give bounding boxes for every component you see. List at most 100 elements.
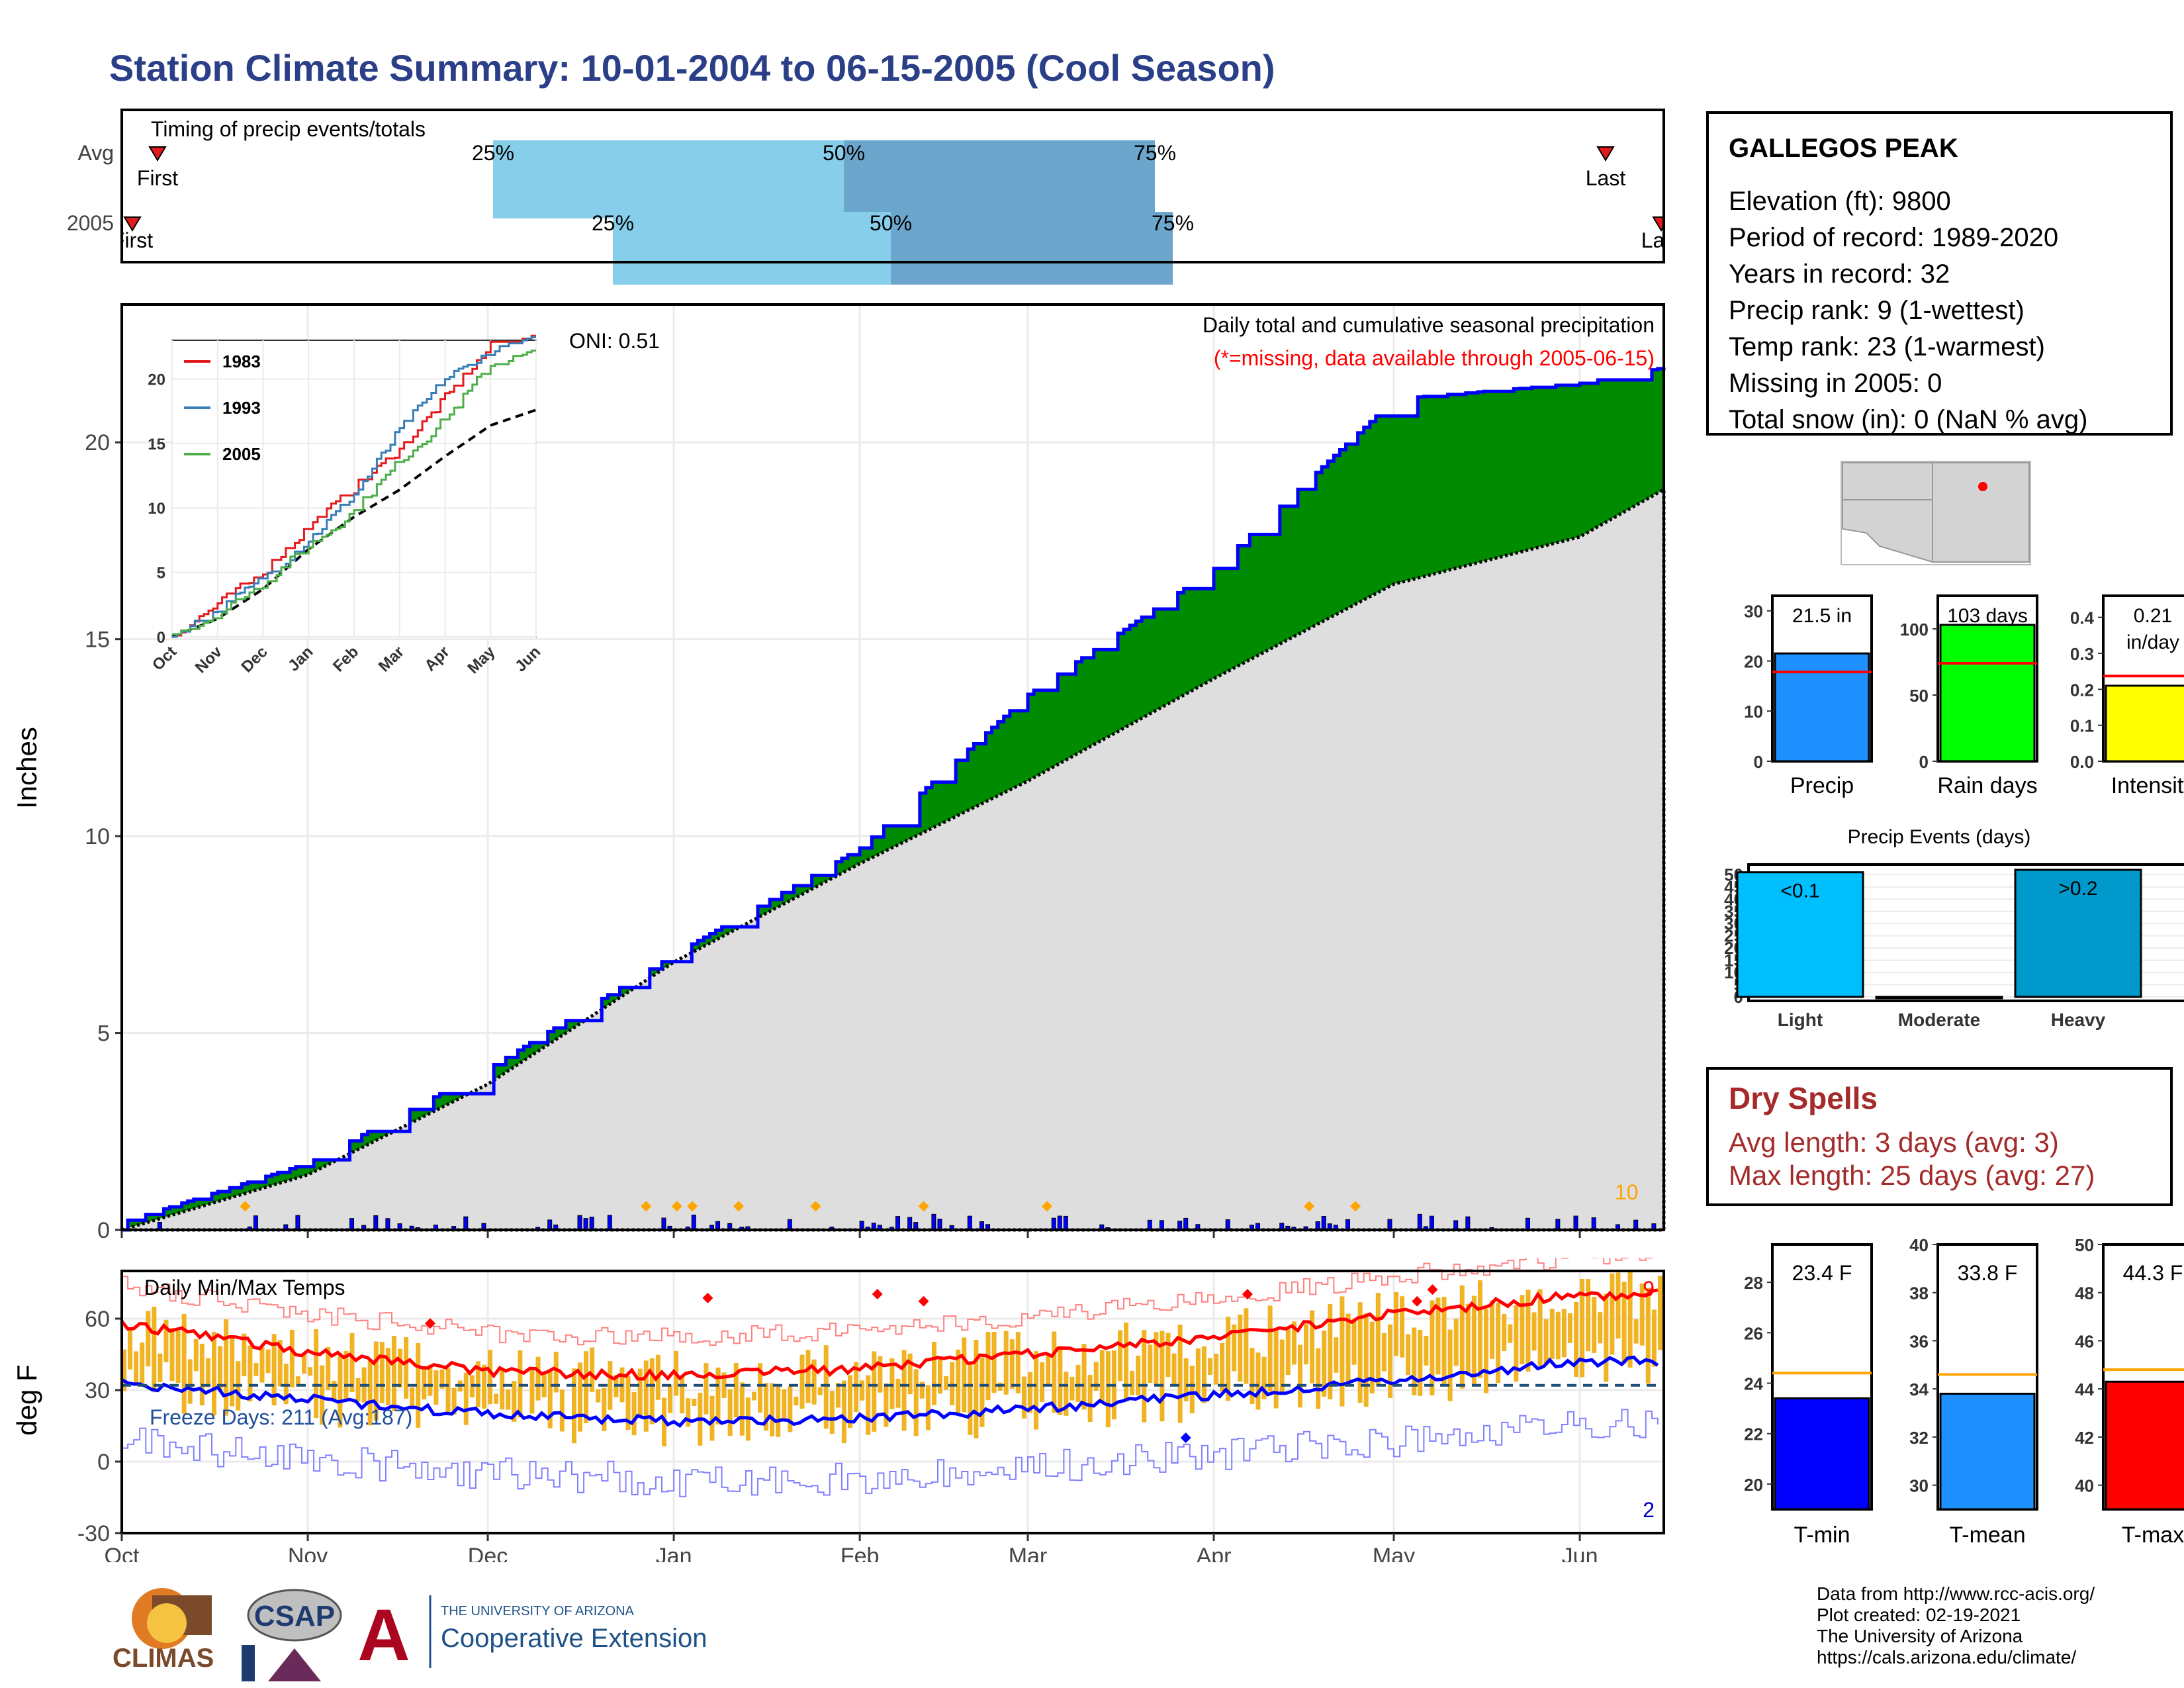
inset-xtick-label: Apr (421, 643, 453, 675)
daily-temp-range-bar (1340, 1296, 1345, 1407)
timing-avg-50-75 (844, 140, 1155, 218)
daily-temp-range-bar (1165, 1333, 1171, 1378)
daily-temp-range-bar (211, 1332, 216, 1416)
timing-title: Timing of precip events/totals (151, 117, 426, 141)
daily-temp-range-bar (643, 1360, 649, 1432)
daily-temp-range-bar (326, 1346, 331, 1390)
precip-daily-bar (787, 1219, 792, 1231)
daily-temp-range-bar (379, 1341, 385, 1403)
y2005-p25: 25% (592, 211, 634, 235)
daily-temp-range-bar (1424, 1335, 1429, 1366)
precip-daily-bar (1345, 1219, 1350, 1231)
daily-temp-range-bar (1328, 1304, 1333, 1399)
daily-temp-range-bar (1291, 1321, 1297, 1365)
daily-temp-range-bar (692, 1398, 697, 1406)
precip-daily-bar (1177, 1221, 1183, 1231)
csap-logo[interactable]: CSAP (242, 1589, 342, 1681)
daily-temp-range-bar (1046, 1354, 1051, 1387)
record-high-marker (702, 1292, 713, 1303)
daily-temp-range-bar (1069, 1376, 1075, 1401)
mini-bar-ytick-label: 30 (1744, 602, 1763, 622)
temp-ytick-label: -30 (77, 1521, 110, 1546)
daily-temp-range-bar (422, 1368, 427, 1400)
daily-temp-range-bar (1093, 1362, 1099, 1391)
mini-bar-chart-0: 0 10 20 30 21.5 in Precip (1744, 594, 1873, 798)
temp-ytick-label: 30 (85, 1378, 110, 1403)
daily-temp-range-bar (1105, 1351, 1111, 1428)
daily-temp-range-bar (649, 1358, 655, 1425)
climas-logo[interactable]: CLIMAS (113, 1588, 214, 1673)
avg-min-temp-line (120, 1355, 1659, 1428)
daily-temp-range-bar (1574, 1301, 1579, 1377)
daily-temp-range-bar (1357, 1302, 1363, 1403)
daily-temp-range-bar (1232, 1324, 1237, 1372)
daily-temp-range-bar (1406, 1334, 1411, 1376)
daily-temp-range-bar (140, 1342, 145, 1383)
daily-temp-range-bar (1075, 1364, 1081, 1402)
daily-temp-range-bar (715, 1367, 721, 1425)
daily-temp-range-bar (295, 1376, 300, 1387)
precip-cumulative-2005-line (122, 367, 1666, 1232)
temp-bar-value (1939, 1392, 2036, 1511)
daily-temp-range-bar (1304, 1324, 1309, 1365)
daily-temp-range-bar (1394, 1291, 1399, 1356)
daily-temp-range-bar (547, 1372, 553, 1429)
daily-temp-range-bar (1081, 1344, 1087, 1410)
daily-temp-range-bar (895, 1378, 901, 1408)
daily-temp-range-bar (259, 1347, 265, 1383)
events-bar-light (1736, 871, 1864, 998)
daily-temp-range-bar (835, 1383, 841, 1408)
daily-temp-range-bar (1345, 1313, 1351, 1387)
ua-logo[interactable]: A THE UNIVERSITY OF ARIZONA Cooperative … (357, 1595, 707, 1676)
daily-temp-range-bar (169, 1328, 175, 1382)
daily-temp-range-bar (271, 1334, 277, 1405)
daily-temp-range-bar (451, 1387, 457, 1415)
record-high-marker (1427, 1284, 1438, 1295)
daily-temp-range-bar (889, 1358, 895, 1409)
precip-ytick-label: 20 (85, 430, 110, 455)
daily-temp-range-bar (584, 1351, 589, 1424)
precip-daily-bar (583, 1218, 588, 1231)
daily-temp-range-bar (205, 1358, 210, 1387)
station-snow: Total snow (in): 0 (NaN % avg) (1729, 405, 2088, 434)
daily-temp-range-bar (506, 1389, 511, 1410)
inset-xtick-label: Jan (285, 643, 316, 675)
logos: CLIMAS CSAP A THE UNIVERSITY OF ARIZONA … (113, 1588, 707, 1681)
record-high-marker (918, 1295, 929, 1307)
max-count-label: 9 (1643, 1277, 1655, 1301)
mini-bar-ytick-label: 10 (1744, 702, 1763, 722)
inset-legend-label: 1983 (222, 352, 261, 371)
daily-temp-range-bar (1099, 1350, 1105, 1401)
dry-spells-title: Dry Spells (1729, 1081, 1878, 1115)
precip-daily-bar (1555, 1219, 1561, 1231)
daily-temp-range-bar (1598, 1312, 1603, 1344)
daily-temp-range-bar (199, 1343, 205, 1406)
footer-plot-created: Plot created: 02-19-2021 (1817, 1605, 2021, 1625)
daily-temp-range-bar (637, 1368, 643, 1417)
oni-label: ONI: 0.51 (569, 329, 660, 353)
precip-daily-bar (1387, 1219, 1392, 1231)
dry-spells-panel: Dry Spells Avg length: 3 days (avg: 3) M… (1706, 1067, 2173, 1206)
daily-temp-range-bar (314, 1329, 319, 1419)
precip-daily-bar (589, 1217, 594, 1231)
events-bar-label: <0.1 (1780, 880, 1819, 902)
temp-bar-chart-2: 40 42 44 46 48 50 44.3 F T-max (2075, 1235, 2184, 1548)
timing-row-avg: Avg (77, 141, 114, 165)
daily-temp-range-bar (1124, 1322, 1129, 1400)
y2005-p50: 50% (870, 211, 912, 235)
temp-bar-ytick-label: 34 (1909, 1380, 1929, 1399)
temp-bar-value (1774, 1397, 1870, 1511)
timing-avg-25-50 (493, 140, 844, 218)
daily-temp-range-bar (1058, 1346, 1063, 1415)
daily-temp-range-bar (1171, 1353, 1177, 1385)
svg-text:2005: 2005 (67, 211, 114, 235)
daily-temp-range-bar (860, 1380, 865, 1401)
inset-xtick-label: May (464, 643, 499, 678)
station-name: GALLEGOS PEAK (1729, 134, 1958, 163)
daily-temp-range-bar (1027, 1372, 1032, 1413)
daily-temp-range-bar (163, 1319, 169, 1362)
daily-temp-range-bar (541, 1372, 547, 1397)
daily-temp-range-bar (1117, 1330, 1122, 1382)
ua-small-label: THE UNIVERSITY OF ARIZONA (441, 1604, 635, 1618)
month-label: May (1373, 1544, 1415, 1562)
